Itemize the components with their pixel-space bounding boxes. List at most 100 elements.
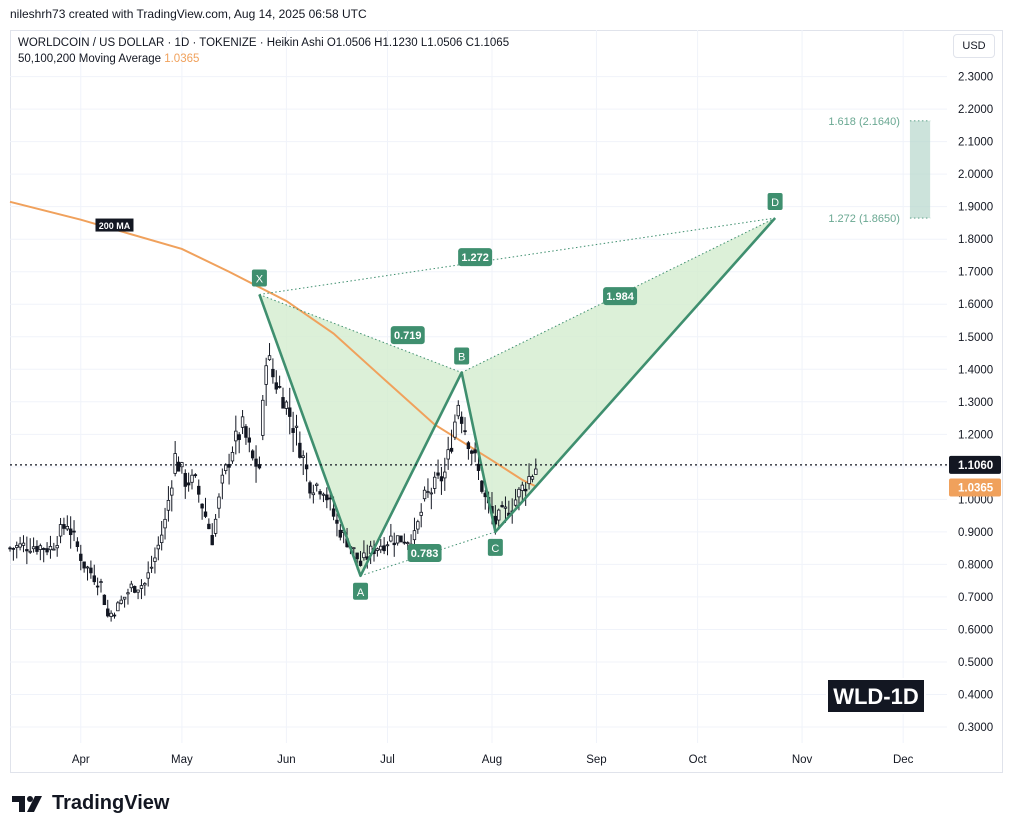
candle-body [55, 545, 59, 549]
tradingview-logo[interactable]: TradingView [12, 792, 169, 815]
candle-body [426, 491, 430, 493]
candle [92, 564, 96, 585]
candle-body [68, 528, 73, 536]
candle-body [8, 547, 12, 550]
candle-body [240, 416, 245, 428]
x-tick-label: Sep [586, 754, 606, 766]
candle-body [31, 546, 36, 550]
candle-body [274, 382, 278, 390]
candle [379, 539, 383, 554]
candle [203, 497, 208, 519]
candle [75, 537, 80, 552]
pattern-ratio-label: 1.272 [458, 248, 493, 267]
candle [402, 533, 407, 545]
candle [99, 578, 103, 593]
candle-body [163, 518, 167, 529]
candle-body [85, 566, 90, 569]
candle [8, 546, 12, 552]
candle-body [439, 476, 444, 482]
current-price-tag-bg [949, 455, 1001, 474]
candle-body [52, 548, 56, 551]
y-tick-label: 1.8000 [958, 234, 993, 246]
candle [291, 411, 295, 453]
candle-body [109, 612, 113, 617]
candle [176, 456, 181, 472]
ratio-badge [390, 326, 425, 345]
pattern-point-text: A [357, 587, 365, 599]
candle-body [99, 581, 103, 583]
candle-body [173, 453, 177, 474]
candle-body [379, 545, 383, 551]
candle-body [261, 399, 265, 436]
ma-value: 1.0365 [164, 53, 200, 65]
x-tick-label: Nov [792, 754, 813, 766]
candle [62, 517, 66, 535]
y-tick-label: 1.6000 [958, 299, 993, 311]
candle [21, 535, 26, 553]
candle-body [48, 546, 53, 551]
candle-body [237, 434, 241, 440]
candle [281, 387, 285, 409]
candle [284, 400, 289, 415]
candle [237, 432, 241, 454]
candle [304, 452, 309, 482]
candle-body [412, 530, 417, 541]
pattern-ratio-line-xb [259, 294, 462, 373]
candle [453, 414, 457, 441]
candle [308, 480, 312, 499]
candle-body [523, 488, 528, 492]
candle-body [331, 508, 336, 517]
ma-line-label-text: 200 MA [99, 221, 131, 231]
ratio-text: 1.272 [461, 252, 489, 264]
y-tick-label: 0.8000 [958, 559, 993, 571]
currency-button[interactable]: USD [953, 34, 995, 58]
candle-body [338, 529, 343, 538]
candle [159, 521, 164, 551]
ma-price-tag-bg [949, 478, 1001, 497]
candle-body [197, 485, 201, 495]
candle-body [217, 496, 221, 509]
candle-body [402, 541, 407, 544]
y-tick-label: 1.2000 [958, 429, 993, 441]
pattern-point-text: X [256, 273, 264, 285]
y-tick-label: 2.2000 [958, 104, 993, 116]
pattern-point-badge [767, 193, 783, 211]
candle [294, 414, 299, 446]
pattern-point-badge [487, 538, 503, 556]
candle [48, 535, 53, 559]
pattern-point-label: C [487, 538, 503, 556]
candle-body [136, 589, 140, 593]
candle [112, 612, 117, 619]
candle [230, 446, 235, 464]
candle [412, 517, 417, 550]
candle [321, 492, 326, 503]
candle-body [456, 404, 460, 417]
candle-body [234, 430, 238, 442]
candle-body [250, 450, 255, 459]
candle-body [58, 524, 63, 537]
ticker-badge-text: WLD-1D [833, 684, 919, 709]
candle [143, 582, 147, 596]
candle-body [126, 592, 130, 595]
candle-body [112, 614, 117, 617]
y-tick-label: 0.5000 [958, 657, 993, 669]
pattern-legs [258, 217, 777, 578]
candle-body [75, 541, 80, 547]
candle-body [129, 583, 134, 589]
candle-body [95, 585, 100, 588]
candle [133, 585, 137, 594]
candle [220, 468, 225, 500]
candle-body [308, 482, 312, 494]
pattern-point-badge [454, 347, 470, 365]
candle-body [220, 474, 225, 484]
candle [55, 536, 59, 557]
current-price-tag: 1.1060 [949, 455, 1001, 474]
candle [18, 536, 22, 551]
candle-body [11, 547, 16, 550]
y-tick-label: 2.1000 [958, 137, 993, 149]
candle-body [449, 447, 454, 452]
candle-body [294, 425, 299, 428]
candle-body [436, 472, 440, 476]
candlestick-series [8, 343, 538, 622]
